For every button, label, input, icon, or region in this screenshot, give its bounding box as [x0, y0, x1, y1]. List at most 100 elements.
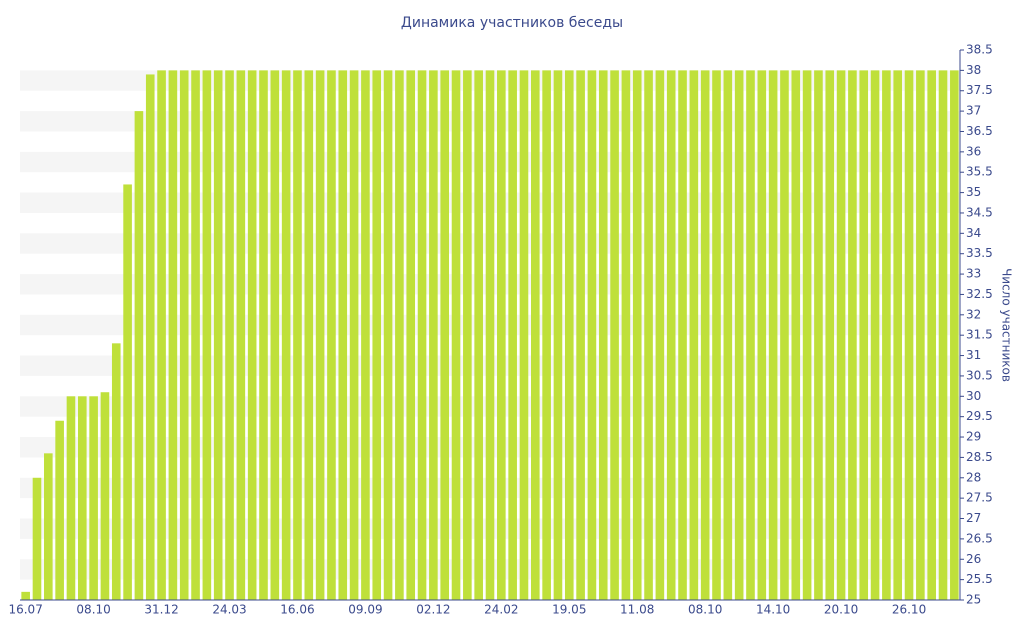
bar: [598, 70, 608, 601]
bar: [145, 74, 155, 600]
bar: [179, 70, 189, 601]
bar: [610, 70, 619, 601]
y-tick-label: 37.5: [966, 83, 993, 97]
bar: [508, 70, 517, 601]
y-tick-label: 36.5: [966, 124, 993, 138]
bar: [247, 70, 257, 601]
bar: [893, 70, 903, 601]
bar: [666, 70, 676, 601]
y-tick-label: 34.5: [966, 205, 993, 219]
bar: [757, 70, 767, 601]
bar: [644, 70, 653, 601]
bar: [77, 396, 87, 600]
bar: [293, 70, 302, 601]
y-tick-label: 30.5: [966, 368, 993, 382]
bar: [315, 70, 325, 601]
bar: [236, 70, 246, 601]
x-tick-label: 14.10: [756, 603, 790, 617]
bar: [927, 70, 936, 601]
bar: [485, 70, 495, 601]
bar: [123, 184, 132, 600]
bar: [134, 111, 144, 600]
bar: [259, 70, 268, 601]
y-tick-label: 34: [966, 226, 981, 240]
y-tick-label: 28: [966, 470, 981, 484]
bar: [836, 70, 846, 601]
y-axis-label: Число участников: [1000, 268, 1014, 382]
bar: [655, 70, 665, 601]
bar: [440, 70, 450, 601]
bar: [44, 453, 53, 600]
bar: [700, 70, 710, 601]
bar: [825, 70, 835, 601]
chart-title: Динамика участников беседы: [401, 15, 623, 31]
bar: [723, 70, 733, 601]
bar: [678, 70, 687, 601]
y-tick-label: 27: [966, 511, 981, 525]
x-tick-label: 16.07: [8, 603, 42, 617]
bar: [338, 70, 348, 601]
bar: [327, 70, 336, 601]
x-tick-label: 08.10: [76, 603, 110, 617]
bar: [89, 396, 98, 600]
bar: [191, 70, 200, 601]
y-tick-label: 29.5: [966, 409, 993, 423]
bar: [349, 70, 359, 601]
bar: [270, 70, 280, 601]
bar: [768, 70, 778, 601]
x-tick-label: 26.10: [892, 603, 926, 617]
bar: [225, 70, 234, 601]
y-tick-label: 27.5: [966, 491, 993, 505]
y-tick-label: 35.5: [966, 165, 993, 179]
bar: [406, 70, 416, 601]
bar: [542, 70, 551, 601]
bar: [100, 392, 110, 600]
bar: [463, 70, 472, 601]
bar: [553, 70, 563, 601]
y-tick-label: 38.5: [966, 43, 993, 57]
x-tick-label: 16.06: [280, 603, 314, 617]
bar: [859, 70, 869, 601]
bar: [814, 70, 823, 601]
y-tick-label: 32.5: [966, 287, 993, 301]
y-tick-label: 26: [966, 552, 981, 566]
bar: [791, 70, 801, 601]
x-tick-label: 19.05: [552, 603, 586, 617]
bar: [55, 420, 64, 600]
y-tick-label: 28.5: [966, 450, 993, 464]
bar: [383, 70, 393, 601]
y-tick-label: 37: [966, 104, 981, 118]
bar: [372, 70, 382, 601]
bar: [417, 70, 427, 601]
bar: [66, 396, 76, 600]
bar: [848, 70, 857, 601]
bar: [587, 70, 597, 601]
y-tick-label: 30: [966, 389, 981, 403]
bar: [734, 70, 744, 601]
y-tick-label: 25: [966, 593, 981, 607]
bar: [576, 70, 585, 601]
bar: [21, 591, 30, 600]
bar: [168, 70, 178, 601]
y-tick-label: 26.5: [966, 531, 993, 545]
bar: [689, 70, 699, 601]
bar: [621, 70, 631, 601]
x-tick-label: 09.09: [348, 603, 382, 617]
bar: [530, 70, 540, 601]
y-tick-label: 33: [966, 267, 981, 281]
x-tick-label: 20.10: [824, 603, 858, 617]
bar: [32, 477, 42, 600]
bar: [395, 70, 404, 601]
bar: [111, 343, 121, 600]
bar: [882, 70, 891, 601]
y-tick-label: 31.5: [966, 328, 993, 342]
bar: [157, 70, 166, 601]
bar: [429, 70, 438, 601]
bar: [916, 70, 925, 601]
x-tick-label: 02.12: [416, 603, 450, 617]
y-tick-label: 31: [966, 348, 981, 362]
y-tick-label: 38: [966, 63, 981, 77]
x-tick-label: 24.02: [484, 603, 518, 617]
bar: [802, 70, 812, 601]
